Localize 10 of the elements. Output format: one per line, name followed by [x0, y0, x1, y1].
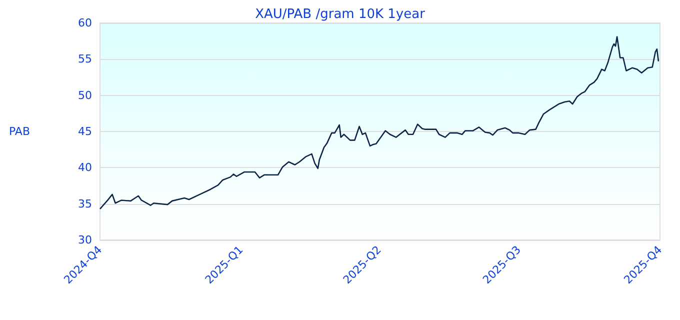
- y-tick-label: 35: [78, 197, 92, 210]
- y-tick-label: 60: [78, 16, 92, 30]
- y-tick-label: 55: [78, 52, 92, 66]
- y-axis-title: PAB: [8, 125, 30, 138]
- y-tick-label: 45: [78, 125, 92, 138]
- y-tick-label: 50: [78, 88, 92, 102]
- line-series: [99, 36, 660, 210]
- chart-title: XAU/PAB /gram 10K 1year: [255, 7, 426, 22]
- y-tick-label: 30: [78, 234, 92, 246]
- y-tick-label: 40: [78, 161, 92, 174]
